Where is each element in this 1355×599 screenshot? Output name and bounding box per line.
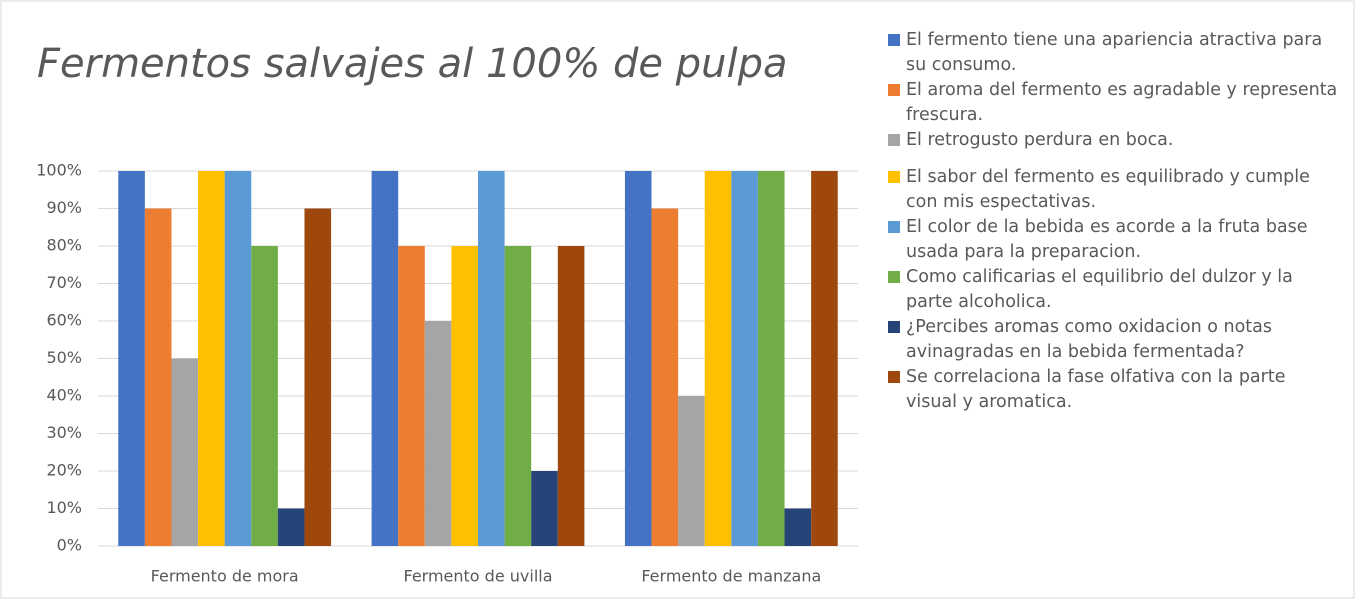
legend-label: Como calificarias el equilibrio del dulz… [906,267,1293,312]
bar [144,208,172,546]
legend-entry: El retrogusto perdura en boca. [888,128,1338,153]
bar [651,208,679,546]
legend-swatch [888,34,900,46]
bar [757,171,785,546]
legend-label: El aroma del fermento es agradable y rep… [906,80,1338,125]
y-tick-label: 40% [46,386,82,405]
bar [478,171,505,546]
x-tick-label: Fermento de mora [151,567,299,586]
y-tick-label: 30% [46,423,82,442]
legend-label: El retrogusto perdura en boca. [906,130,1174,150]
x-tick-label: Fermento de manzana [641,567,821,586]
bar [251,246,278,546]
legend-entry: ¿Percibes aromas como oxidacion o notas … [888,315,1338,365]
legend-swatch [888,371,900,383]
bar [731,171,758,546]
bar [451,246,478,546]
bar [198,171,225,546]
bar [398,246,425,546]
y-tick-label: 60% [46,311,82,330]
y-tick-label: 10% [46,498,82,517]
legend-swatch [888,134,900,146]
y-tick-label: 90% [46,198,82,217]
legend-label: ¿Percibes aromas como oxidacion o notas … [906,317,1273,362]
legend-entry: El fermento tiene una apariencia atracti… [888,28,1338,78]
y-tick-label: 0% [57,536,82,555]
bar [424,321,452,546]
x-tick-label: Fermento de uvilla [403,567,552,586]
bar [118,171,145,546]
bar [784,508,812,546]
bar [277,508,305,546]
legend: El fermento tiene una apariencia atracti… [888,28,1338,415]
bar [224,171,252,546]
legend-label: El color de la bebida es acorde a la fru… [906,217,1308,262]
y-tick-label: 50% [46,348,82,367]
bar [504,246,532,546]
legend-swatch [888,271,900,283]
legend-entry: El sabor del fermento es equilibrado y c… [888,165,1338,215]
bar [371,171,399,546]
legend-entry: El color de la bebida es acorde a la fru… [888,215,1338,265]
bar [531,471,558,546]
legend-swatch [888,221,900,233]
legend-entry: El aroma del fermento es agradable y rep… [888,78,1338,128]
bar [811,171,838,546]
legend-swatch [888,84,900,96]
bar [171,358,199,546]
legend-label: Se correlaciona la fase olfativa con la … [906,367,1286,412]
legend-entry: Como calificarias el equilibrio del dulz… [888,265,1338,315]
legend-entry: Se correlaciona la fase olfativa con la … [888,365,1338,415]
y-tick-label: 70% [46,273,82,292]
legend-label: El fermento tiene una apariencia atracti… [906,30,1323,75]
chart-title: Fermentos salvajes al 100% de pulpa [37,41,788,87]
bar [304,208,332,546]
y-tick-label: 100% [36,161,82,180]
bar [557,246,585,546]
bar [624,171,652,546]
legend-swatch [888,171,900,183]
y-tick-label: 80% [46,236,82,255]
bar [704,171,732,546]
legend-swatch [888,321,900,333]
y-tick-label: 20% [46,461,82,480]
bar [678,396,705,546]
legend-label: El sabor del fermento es equilibrado y c… [906,167,1310,212]
